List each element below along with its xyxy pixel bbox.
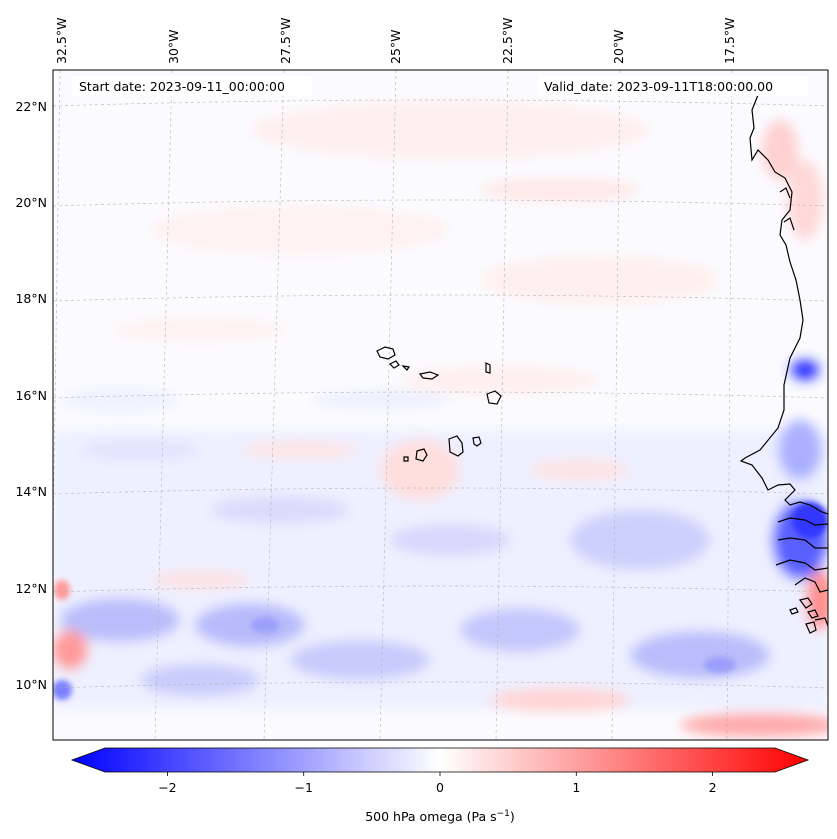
valid-date-label: Valid_date: 2023-09-11T18:00:00.00 [544,79,773,94]
colorbar-tick-label: 2 [709,780,717,795]
lon-label: 27.5°W [278,18,293,64]
lat-label: 10°N [15,677,47,692]
colorbar-ticks: −2 −1 0 1 2 [158,772,717,795]
start-date-box [72,76,312,96]
start-date-label: Start date: 2023-09-11_00:00:00 [79,79,285,94]
africa-coastline [739,94,828,634]
lon-label: 32.5°W [54,18,69,64]
colorbar-tick-label: −2 [158,780,176,795]
colorbar-tick-label: 1 [572,780,580,795]
lat-label: 16°N [15,388,47,403]
lon-label: 22.5°W [500,18,515,64]
lon-label: 20°W [611,29,626,64]
cape-verde-islands [376,346,502,462]
lon-label: 17.5°W [722,18,737,64]
lat-label: 18°N [15,291,47,306]
map-frame [52,69,829,741]
longitude-labels: 32.5°W 30°W 27.5°W 25°W 22.5°W 20°W 17.5… [54,18,737,64]
lat-label: 14°N [15,484,47,499]
colorbar-label: 500 hPa omega (Pa s−1) [365,809,515,824]
valid-date-box [538,76,808,96]
latitude-labels: 22°N 20°N 18°N 16°N 14°N 12°N 10°N [15,99,47,692]
graticule [53,70,828,740]
lat-label: 22°N [15,99,47,114]
colorbar-tick-label: 0 [436,780,444,795]
lon-label: 30°W [166,29,181,64]
lat-label: 12°N [15,581,47,596]
colorbar-bar [70,747,810,773]
colorbar: −2 −1 0 1 2 500 hPa omega (Pa s−1) [70,747,810,824]
omega-field: Start date: 2023-09-11_00:00:00 Valid_da… [53,70,828,740]
lon-label: 25°W [388,29,403,64]
lat-label: 20°N [15,195,47,210]
colorbar-tick-label: −1 [294,780,312,795]
